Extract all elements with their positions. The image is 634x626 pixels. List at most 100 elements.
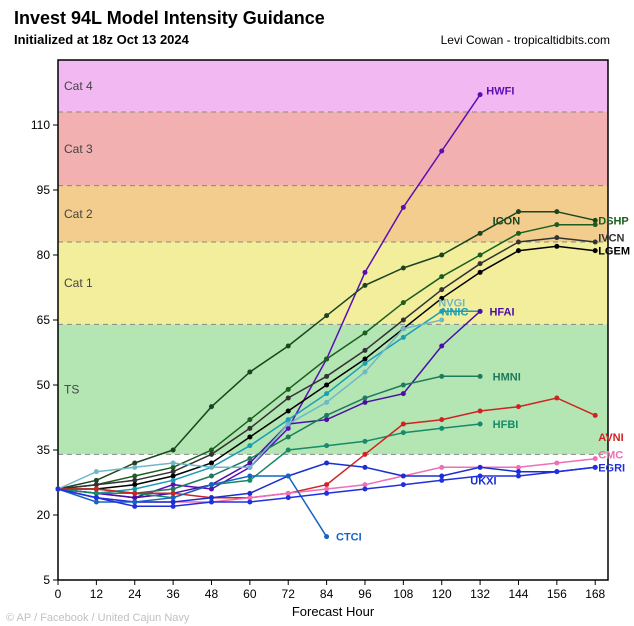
- series-label-hwfi: HWFI: [486, 85, 514, 97]
- series-marker: [362, 348, 367, 353]
- series-marker: [516, 469, 521, 474]
- series-marker: [478, 409, 483, 414]
- series-marker: [324, 482, 329, 487]
- y-tick-label: 20: [37, 508, 51, 522]
- series-marker: [478, 474, 483, 479]
- series-marker: [324, 443, 329, 448]
- series-marker: [171, 461, 176, 466]
- series-marker: [478, 270, 483, 275]
- category-label: Cat 2: [64, 207, 93, 221]
- y-tick-label: 35: [37, 443, 51, 457]
- y-tick-label: 110: [31, 118, 50, 132]
- series-marker: [247, 435, 252, 440]
- x-tick-label: 48: [205, 587, 219, 601]
- series-marker: [132, 504, 137, 509]
- series-marker: [516, 474, 521, 479]
- series-marker: [247, 456, 252, 461]
- series-label-ivcn: IVCN: [598, 233, 624, 245]
- series-marker: [171, 448, 176, 453]
- series-marker: [516, 209, 521, 214]
- x-tick-label: 168: [585, 587, 605, 601]
- series-marker: [132, 491, 137, 496]
- series-marker: [593, 222, 598, 227]
- series-marker: [362, 270, 367, 275]
- series-label-ctci: CTCI: [336, 532, 362, 544]
- series-marker: [171, 504, 176, 509]
- series-marker: [478, 231, 483, 236]
- series-marker: [171, 478, 176, 483]
- series-marker: [56, 487, 61, 492]
- series-marker: [554, 244, 559, 249]
- series-marker: [324, 391, 329, 396]
- series-marker: [209, 448, 214, 453]
- y-tick-label: 50: [37, 378, 51, 392]
- series-marker: [286, 409, 291, 414]
- category-band: [58, 186, 608, 242]
- series-marker: [286, 495, 291, 500]
- series-marker: [516, 465, 521, 470]
- series-marker: [401, 300, 406, 305]
- series-marker: [439, 465, 444, 470]
- series-label-cmc: CMC: [598, 449, 623, 461]
- chart-subtitle: Initialized at 18z Oct 13 2024: [14, 32, 190, 47]
- x-tick-label: 156: [547, 587, 567, 601]
- series-marker: [286, 396, 291, 401]
- x-tick-label: 72: [282, 587, 296, 601]
- series-marker: [362, 482, 367, 487]
- series-marker: [401, 474, 406, 479]
- series-marker: [171, 487, 176, 492]
- series-marker: [324, 461, 329, 466]
- series-marker: [401, 326, 406, 331]
- series-marker: [286, 387, 291, 392]
- series-marker: [171, 474, 176, 479]
- series-marker: [324, 534, 329, 539]
- series-marker: [132, 478, 137, 483]
- series-marker: [593, 465, 598, 470]
- series-marker: [516, 248, 521, 253]
- series-marker: [132, 482, 137, 487]
- chart-author: Levi Cowan - tropicaltidbits.com: [441, 33, 610, 47]
- series-marker: [132, 465, 137, 470]
- series-marker: [209, 465, 214, 470]
- y-tick-label: 80: [37, 248, 51, 262]
- series-marker: [209, 474, 214, 479]
- series-marker: [554, 235, 559, 240]
- series-marker: [324, 487, 329, 492]
- series-marker: [286, 344, 291, 349]
- series-marker: [94, 487, 99, 492]
- series-marker: [247, 426, 252, 431]
- series-marker: [439, 417, 444, 422]
- x-tick-label: 132: [470, 587, 490, 601]
- x-tick-label: 120: [432, 587, 452, 601]
- x-tick-label: 96: [358, 587, 372, 601]
- category-band: [58, 112, 608, 186]
- x-tick-label: 36: [166, 587, 180, 601]
- series-marker: [401, 383, 406, 388]
- series-label-avni: AVNI: [598, 432, 623, 444]
- series-marker: [401, 266, 406, 271]
- series-marker: [401, 482, 406, 487]
- series-marker: [439, 149, 444, 154]
- series-marker: [478, 253, 483, 258]
- category-band: [58, 242, 608, 324]
- series-marker: [324, 400, 329, 405]
- series-marker: [401, 422, 406, 427]
- series-marker: [324, 357, 329, 362]
- series-marker: [593, 248, 598, 253]
- series-marker: [132, 487, 137, 492]
- series-marker: [401, 391, 406, 396]
- series-label-egri: EGRI: [598, 462, 625, 474]
- series-marker: [554, 469, 559, 474]
- series-marker: [324, 313, 329, 318]
- series-marker: [286, 474, 291, 479]
- series-marker: [439, 374, 444, 379]
- series-marker: [209, 404, 214, 409]
- series-marker: [362, 400, 367, 405]
- series-marker: [362, 465, 367, 470]
- series-marker: [478, 465, 483, 470]
- series-marker: [362, 283, 367, 288]
- series-marker: [362, 357, 367, 362]
- series-marker: [247, 443, 252, 448]
- series-marker: [209, 495, 214, 500]
- series-marker: [209, 461, 214, 466]
